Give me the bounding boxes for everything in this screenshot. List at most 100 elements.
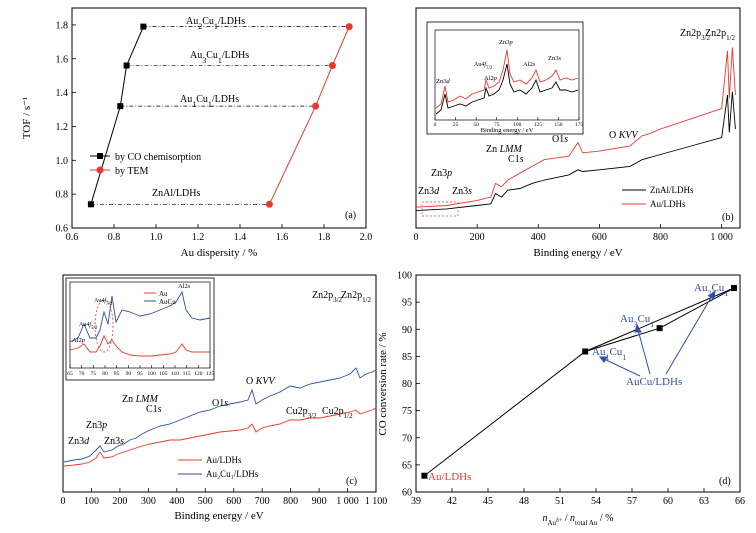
panel-a-ytick-label: 0.6 [56, 224, 69, 235]
panel-d-co-conversion: 39 42 45 48 51 54 57 60 63 666065707580859095100 … [377, 271, 745, 528]
panel-a-series-line [90, 26, 144, 205]
panel-b-inset: 0 25 50 75 100 125 150 175 Binding energy / eV … [426, 21, 584, 135]
panel-b-xps-survey: 0 200 400 600 800 1 000 Binding energy / eV 0… [414, 7, 741, 259]
panel-c-xlabel: Binding energy / eV [174, 510, 263, 522]
panel-a-ytick-label: 1.4 [56, 88, 69, 99]
panel-b-xtick-label: 600 [592, 232, 607, 243]
panel-b-xlabel: Binding energy / eV [533, 247, 622, 259]
panel-c-inset-blue-spectrum [69, 290, 211, 343]
panel-c-inset-xtick-label: 95 [137, 371, 143, 377]
panel-d-ytick-label: 70 [402, 433, 412, 444]
panel-d-point-square [731, 285, 737, 292]
panel-b-xtick-label: 800 [653, 232, 668, 243]
panel-d-xtick-label: 45 [483, 496, 493, 507]
panel-b-inset-plot [434, 29, 580, 121]
panel-b-spectra [415, 47, 736, 212]
panel-d-xtick-label: 39 [411, 496, 421, 507]
panel-b-inset-xtick-label: 25 [453, 122, 459, 128]
panel-a-label-au3cu1: Au3Cu1/LDHs [190, 50, 249, 65]
panel-b-inset-xtick-label: 150 [554, 122, 563, 128]
panel-d-ytick-label: 100 [397, 271, 412, 282]
panel-c-xps-survey: 0 100 200 300 400 500 600 700 800 900 1 000 1 100 B… [61, 274, 388, 522]
panel-b-label-o1s: O1s [552, 134, 568, 145]
panel-a-point-circle [328, 62, 336, 70]
panel-a-ylabel: TOF / s⁻¹ [21, 97, 33, 140]
panel-b-label-znlmm: Zn LMM [486, 144, 523, 155]
panel-a-xtick-label: 2.0 [360, 232, 373, 243]
panel-d-ytick-label: 65 [402, 460, 412, 471]
panel-b-legend: ZnAl/LDHs Au/LDHs [622, 185, 694, 209]
panel-b-panel-label: (b) [722, 212, 734, 223]
panel-c-xtick-label: 1 100 [365, 496, 388, 507]
panel-a-legend-tem: by TEM [115, 166, 149, 177]
panel-a-tof-vs-dispersity: 0.6 0.8 1.0 1.2 1.4 1.6 1.8 2.0 0.6 0.8 1.0 1.2 1.4 1… [21, 7, 373, 259]
panel-c-label-o1s: O1s [212, 398, 228, 409]
panel-c-inset-xtick-label: 100 [148, 371, 157, 377]
panel-d-label-aucu-ldhs: AuCu/LDHs [626, 376, 682, 388]
panel-c-blue-spectrum [63, 367, 377, 463]
panel-a-legend-co: by CO chemisorption [115, 152, 201, 163]
panel-c-label-zn3p: Zn3p [86, 420, 107, 431]
panel-d-xtick-label: 54 [591, 496, 601, 507]
panel-d-arrow-au3cu1 [637, 329, 651, 375]
panel-b-zoom-box [421, 201, 459, 217]
panel-a-ytick-label: 1.6 [56, 54, 69, 65]
panel-d-xtick-label: 48 [519, 496, 529, 507]
panel-c-inset-xtick-label: 90 [126, 371, 132, 377]
panel-c-xtick-label: 300 [141, 496, 156, 507]
panel-d-ytick-label: 80 [402, 379, 412, 390]
panel-b-label-zn3p: Zn3p [431, 168, 452, 179]
panel-a-xtick-label: 1.0 [150, 232, 163, 243]
panel-b-inset-label-zn3s: Zn3s [548, 55, 561, 62]
panel-d-label-au2cu1: Au2Cu1 [694, 282, 728, 298]
panel-b-inset-label-al2s: Al2s [523, 61, 536, 68]
panel-b-inset-xtick-label: 0 [434, 122, 437, 128]
panel-c-xtick-label: 600 [226, 496, 241, 507]
panel-d-callout-arrows [598, 289, 716, 377]
panel-c-label-cu2p12: Cu2p1/2 [322, 406, 353, 420]
panel-a-ytick-label: 1.2 [56, 122, 69, 133]
panel-a-xtick-label: 1.6 [276, 232, 289, 243]
panel-c-xtick-label: 800 [283, 496, 298, 507]
panel-c-plot-frame [62, 274, 377, 493]
panel-d-xtick-label: 66 [735, 496, 745, 507]
panel-a-xlabel: Au dispersity / % [181, 247, 258, 259]
panel-a-plot-frame [71, 7, 367, 229]
panel-a-panel-label: (a) [345, 210, 356, 221]
panel-b-xtick-label: 0 [414, 232, 419, 243]
panel-a-point-square [117, 103, 124, 110]
panel-c-inset-label-au4f52: Au4f5/2 [79, 321, 98, 331]
panel-c-label-zn3s: Zn3s [104, 436, 124, 447]
panel-d-xtick-label: 42 [447, 496, 457, 507]
panel-c-label-zn2p32: Zn2p3/2 [312, 290, 343, 304]
panel-b-inset-label-au4f: Au4f7/2 [474, 61, 493, 71]
panel-a-ytick-label: 1.0 [56, 156, 69, 167]
panel-c-inset-label-al2p: Al2p [72, 337, 86, 344]
panel-b-xtick-label: 1 000 [710, 232, 733, 243]
panel-b-xtick-label: 200 [470, 232, 485, 243]
panel-d-label-au-ldhs: Au/LDHs [428, 471, 471, 483]
panel-d-panel-label: (d) [719, 476, 731, 487]
panel-a-xtick-label: 1.2 [192, 232, 205, 243]
panel-d-ylabel: CO conversion rate / % [377, 332, 389, 435]
panel-d-arrow-au2cu1 [665, 295, 713, 375]
panel-c-label-zn2p12: Zn2p1/2 [341, 290, 372, 304]
panel-a-xtick-label: 1.4 [234, 232, 247, 243]
panel-c-xtick-label: 900 [312, 496, 327, 507]
panel-a-axis-ticks: 0.6 0.8 1.0 1.2 1.4 1.6 1.8 2.0 0.6 0.8 1.0 1.2 1.4 1… [56, 20, 373, 243]
panel-c-xtick-label: 200 [112, 496, 127, 507]
panel-b-axis-ticks: 0 200 400 600 800 1 000 [414, 224, 733, 243]
panel-c-axis-ticks: 0 100 200 300 400 500 600 700 800 900 1 000 1 100 [61, 488, 388, 507]
panel-c-xtick-label: 0 [61, 496, 66, 507]
panel-c-legend-au2cu1: Au₂Cu₁/LDHs [206, 469, 259, 479]
panel-a-ytick-label: 1.8 [56, 20, 69, 31]
panel-d-arrowhead-au3cu1 [634, 323, 642, 333]
panel-b-inset-ticks: 0 25 50 75 100 125 150 175 [434, 117, 583, 128]
panel-d-point-square [582, 348, 589, 355]
panel-a-point-square [87, 201, 94, 208]
panel-d-ytick-label: 60 [402, 488, 412, 499]
panel-a-xtick-label: 1.8 [318, 232, 331, 243]
panel-b-inset-black-spectrum [435, 63, 579, 115]
panel-b-xtick-label: 400 [531, 232, 546, 243]
panel-d-ytick-label: 85 [402, 352, 412, 363]
